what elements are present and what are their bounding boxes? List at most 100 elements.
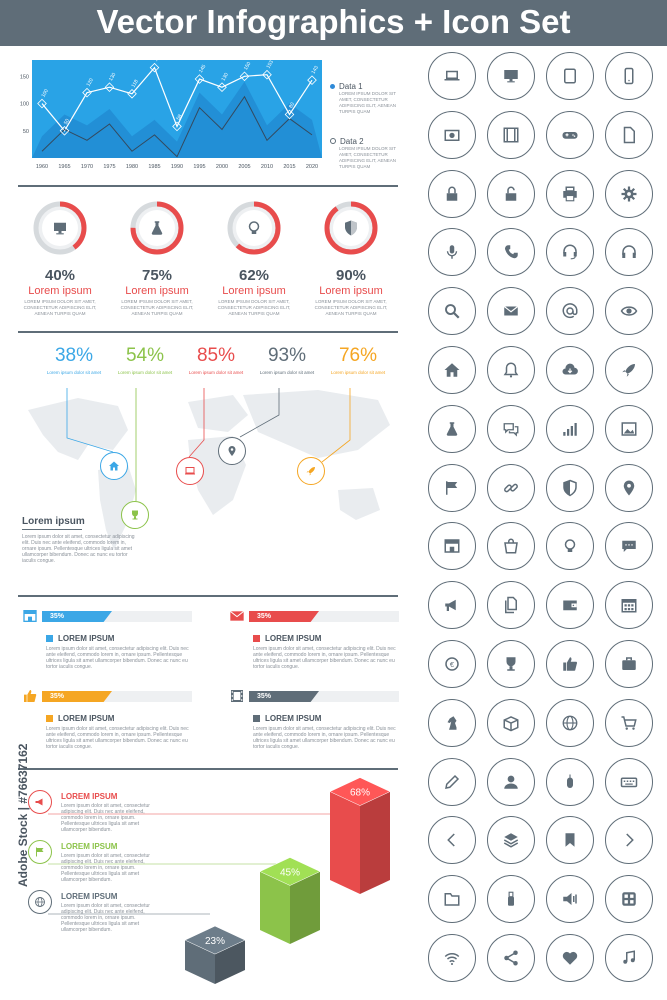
icon-tile[interactable] [428,581,476,630]
map-text-body: Lorem ipsum dolor sit amet, consectetur … [22,534,135,564]
icon-tile[interactable] [487,698,535,747]
icon-tile[interactable] [487,522,535,571]
icon-tile[interactable] [487,169,535,218]
icon-tile[interactable] [605,52,653,100]
icon-tile[interactable] [605,463,653,512]
icon-tile[interactable] [605,581,653,630]
data-label: 150 [243,61,252,71]
icon-tile[interactable] [605,757,653,806]
icon-tile[interactable] [487,757,535,806]
icon-tile[interactable] [487,110,535,159]
icon-tile[interactable] [605,110,653,159]
progress-fill: 35% [42,691,112,702]
icon-tile[interactable] [428,110,476,159]
icon-tile[interactable] [428,346,476,394]
icon-tile[interactable] [546,875,594,924]
icon-tile[interactable] [428,816,476,865]
data-label: 145 [198,64,207,74]
icon-tile[interactable] [605,934,653,982]
icon-tile[interactable] [546,404,594,453]
icon-tile[interactable] [605,875,653,924]
donut-percent: 40% [44,267,76,284]
icon-tile[interactable] [428,52,476,100]
icon-tile[interactable] [546,110,594,159]
legend-desc: LOREM IPSUM DOLOR SIT AMET, CONSECTETUR … [339,91,397,114]
icon-tile[interactable] [605,522,653,571]
icon-tile[interactable] [487,581,535,630]
icon-tile[interactable] [487,228,535,277]
data-label: 153 [266,59,275,69]
map-section [18,340,398,585]
icon-tile[interactable] [605,698,653,747]
icon-tile[interactable] [428,934,476,982]
map-stat-percent: 93% [267,345,307,366]
icon-tile[interactable] [428,287,476,336]
icon-tile[interactable] [546,169,594,218]
icon-tile[interactable] [546,346,594,394]
icon-tile[interactable] [487,52,535,100]
data-label: 58 [176,113,184,121]
trophy-icon [132,510,138,520]
icon-tile[interactable] [487,816,535,865]
icon-tile[interactable] [487,934,535,982]
lock-icon [446,186,458,201]
icon-tile[interactable] [546,757,594,806]
icon-tile[interactable] [605,287,653,336]
icon-tile[interactable] [428,228,476,277]
data-point [59,125,70,136]
icon-tile[interactable] [605,169,653,218]
icon-tile[interactable] [546,934,594,982]
chevron-right-icon [626,833,634,847]
icon-tile[interactable] [546,463,594,512]
map-stats: 38% Lorem ipsum dolor sit amet 54% Lorem … [44,345,385,395]
icon-tile[interactable] [546,816,594,865]
icon-tile[interactable] [487,463,535,512]
icon-tile[interactable] [487,640,535,688]
icon-tile[interactable]: € [428,640,476,688]
icon-tile[interactable] [546,52,594,100]
icon-tile[interactable] [546,581,594,630]
tablet-icon [564,68,576,84]
icon-tile[interactable] [546,522,594,571]
data-label: 118 [131,79,140,89]
icon-tile[interactable] [605,228,653,277]
icon-tile[interactable] [487,404,535,453]
progress-track [42,691,192,702]
icon-tile[interactable] [487,287,535,336]
icon-tile[interactable] [605,404,653,453]
icon-tile[interactable] [546,228,594,277]
icon-tile[interactable] [546,287,594,336]
laptop-icon [444,70,460,81]
icon-tile[interactable] [605,640,653,688]
megaphone-icon [445,599,456,612]
icon-tile[interactable] [605,816,653,865]
legend-entry-2: Data 2 LOREM IPSUM DOLOR SIT AMET, CONSE… [330,137,405,170]
progress-track [42,611,192,622]
mouse-icon [567,774,573,788]
box-icon [503,715,519,732]
icon-tile[interactable] [487,875,535,924]
icon-tile[interactable] [428,522,476,571]
icon-tile[interactable] [428,757,476,806]
iso-item-desc: Lorem ipsum dolor sit amet, consectetur … [61,803,150,833]
icon-tile[interactable] [428,698,476,747]
icon-tile[interactable] [546,698,594,747]
map-stat: 93% Lorem ipsum dolor sit amet [257,345,317,375]
icon-tile[interactable] [428,463,476,512]
icon-tile[interactable] [546,640,594,688]
icon-tile[interactable] [428,169,476,218]
donut-stat: 75% Lorem ipsum LOREM IPSUM DOLOR SIT AM… [112,198,202,317]
map-stat-percent: 85% [196,345,236,366]
iso-bar-label: 68% [350,788,370,799]
icon-tile[interactable] [605,346,653,394]
search-icon [445,304,460,319]
folder-icon [444,893,460,906]
link-icon [504,483,518,492]
progress-item: 35% LOREM IPSUM Lorem ipsum dolor sit am… [18,688,193,763]
chess-knight-icon [447,716,457,730]
icon-tile[interactable] [428,404,476,453]
map-pin-icon [228,446,236,456]
icon-tile[interactable] [428,875,476,924]
wifi-icon [444,953,460,966]
icon-tile[interactable] [487,346,535,394]
